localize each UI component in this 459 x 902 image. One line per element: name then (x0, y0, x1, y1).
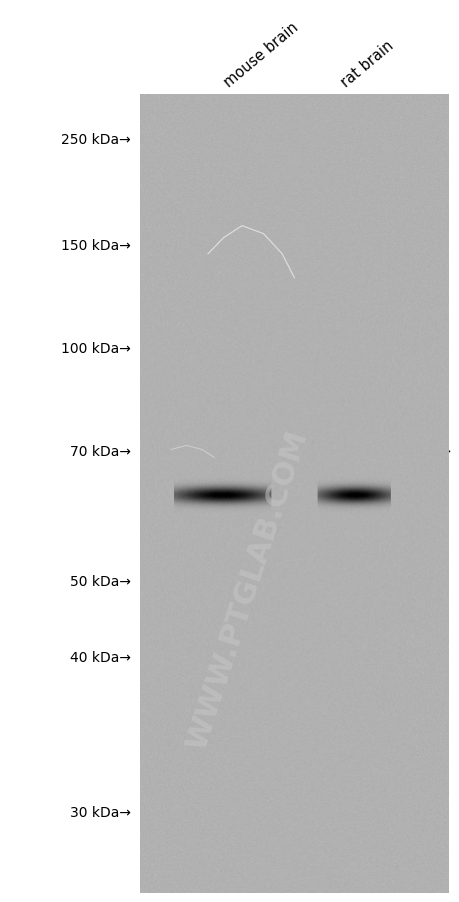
Text: 40 kDa→: 40 kDa→ (70, 650, 131, 665)
Text: 250 kDa→: 250 kDa→ (61, 133, 131, 147)
Text: 30 kDa→: 30 kDa→ (70, 805, 131, 819)
Text: 100 kDa→: 100 kDa→ (61, 342, 131, 356)
Text: 150 kDa→: 150 kDa→ (61, 238, 131, 253)
Text: rat brain: rat brain (337, 38, 395, 90)
Text: mouse brain: mouse brain (220, 20, 300, 90)
Text: 50 kDa→: 50 kDa→ (70, 574, 131, 588)
Text: WWW.PTGLAB.COM: WWW.PTGLAB.COM (182, 427, 313, 753)
Text: 70 kDa→: 70 kDa→ (70, 445, 131, 459)
